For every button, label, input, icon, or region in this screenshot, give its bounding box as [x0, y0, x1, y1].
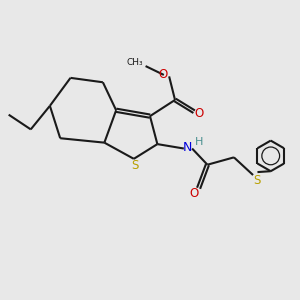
- Text: H: H: [194, 137, 203, 147]
- Text: N: N: [183, 141, 192, 154]
- Text: CH₃: CH₃: [127, 58, 144, 67]
- Text: S: S: [253, 174, 260, 187]
- Text: O: O: [195, 107, 204, 120]
- Text: O: O: [159, 68, 168, 81]
- Text: O: O: [190, 187, 199, 200]
- Text: S: S: [132, 159, 139, 172]
